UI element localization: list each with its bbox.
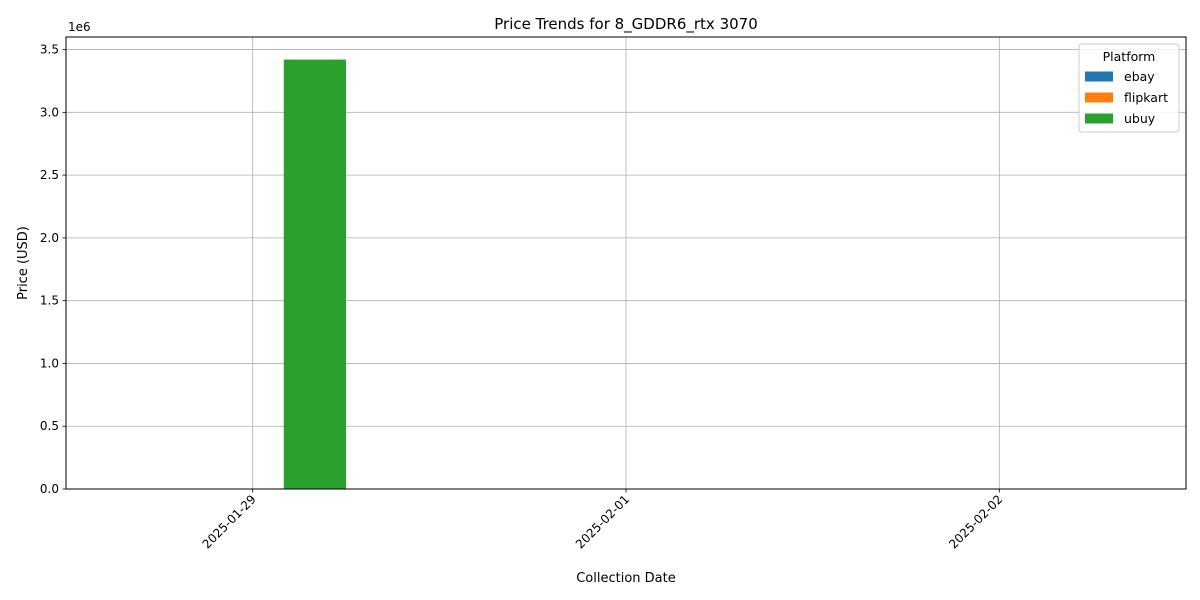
- legend-swatch-ubuy: [1085, 113, 1113, 124]
- y-tick-label: 2.0: [40, 231, 59, 245]
- legend-title: Platform: [1103, 49, 1156, 64]
- y-tick-label: 1.0: [40, 356, 59, 370]
- legend-label-ebay: ebay: [1124, 69, 1155, 84]
- x-axis-label: Collection Date: [576, 571, 676, 586]
- grid: [66, 37, 1186, 490]
- y-tick-label: 3.5: [40, 43, 59, 57]
- y-axis-label: Price (USD): [16, 226, 31, 300]
- legend-box: [1078, 43, 1180, 133]
- legend-swatch-flipkart: [1085, 92, 1113, 103]
- y-offset-text: 1e6: [68, 20, 91, 34]
- legend-label-flipkart: flipkart: [1124, 90, 1168, 105]
- y-tick-label: 0.0: [40, 482, 59, 496]
- y-axis: 0.0 0.5 1.0 1.5 2.0 2.5 3.0 3.5: [40, 43, 66, 496]
- chart-title: Price Trends for 8_GDDR6_rtx 3070: [494, 15, 758, 34]
- legend-swatch-ebay: [1085, 71, 1113, 82]
- legend: Platform ebay flipkart ubuy: [1078, 43, 1180, 133]
- bars: [283, 59, 346, 489]
- legend-label-ubuy: ubuy: [1124, 111, 1156, 126]
- y-tick-label: 1.5: [40, 294, 59, 308]
- y-tick-label: 3.0: [40, 105, 59, 119]
- y-tick-label: 0.5: [40, 419, 59, 433]
- y-tick-label: 2.5: [40, 168, 59, 182]
- bar-ubuy-2025-01-29: [283, 59, 346, 489]
